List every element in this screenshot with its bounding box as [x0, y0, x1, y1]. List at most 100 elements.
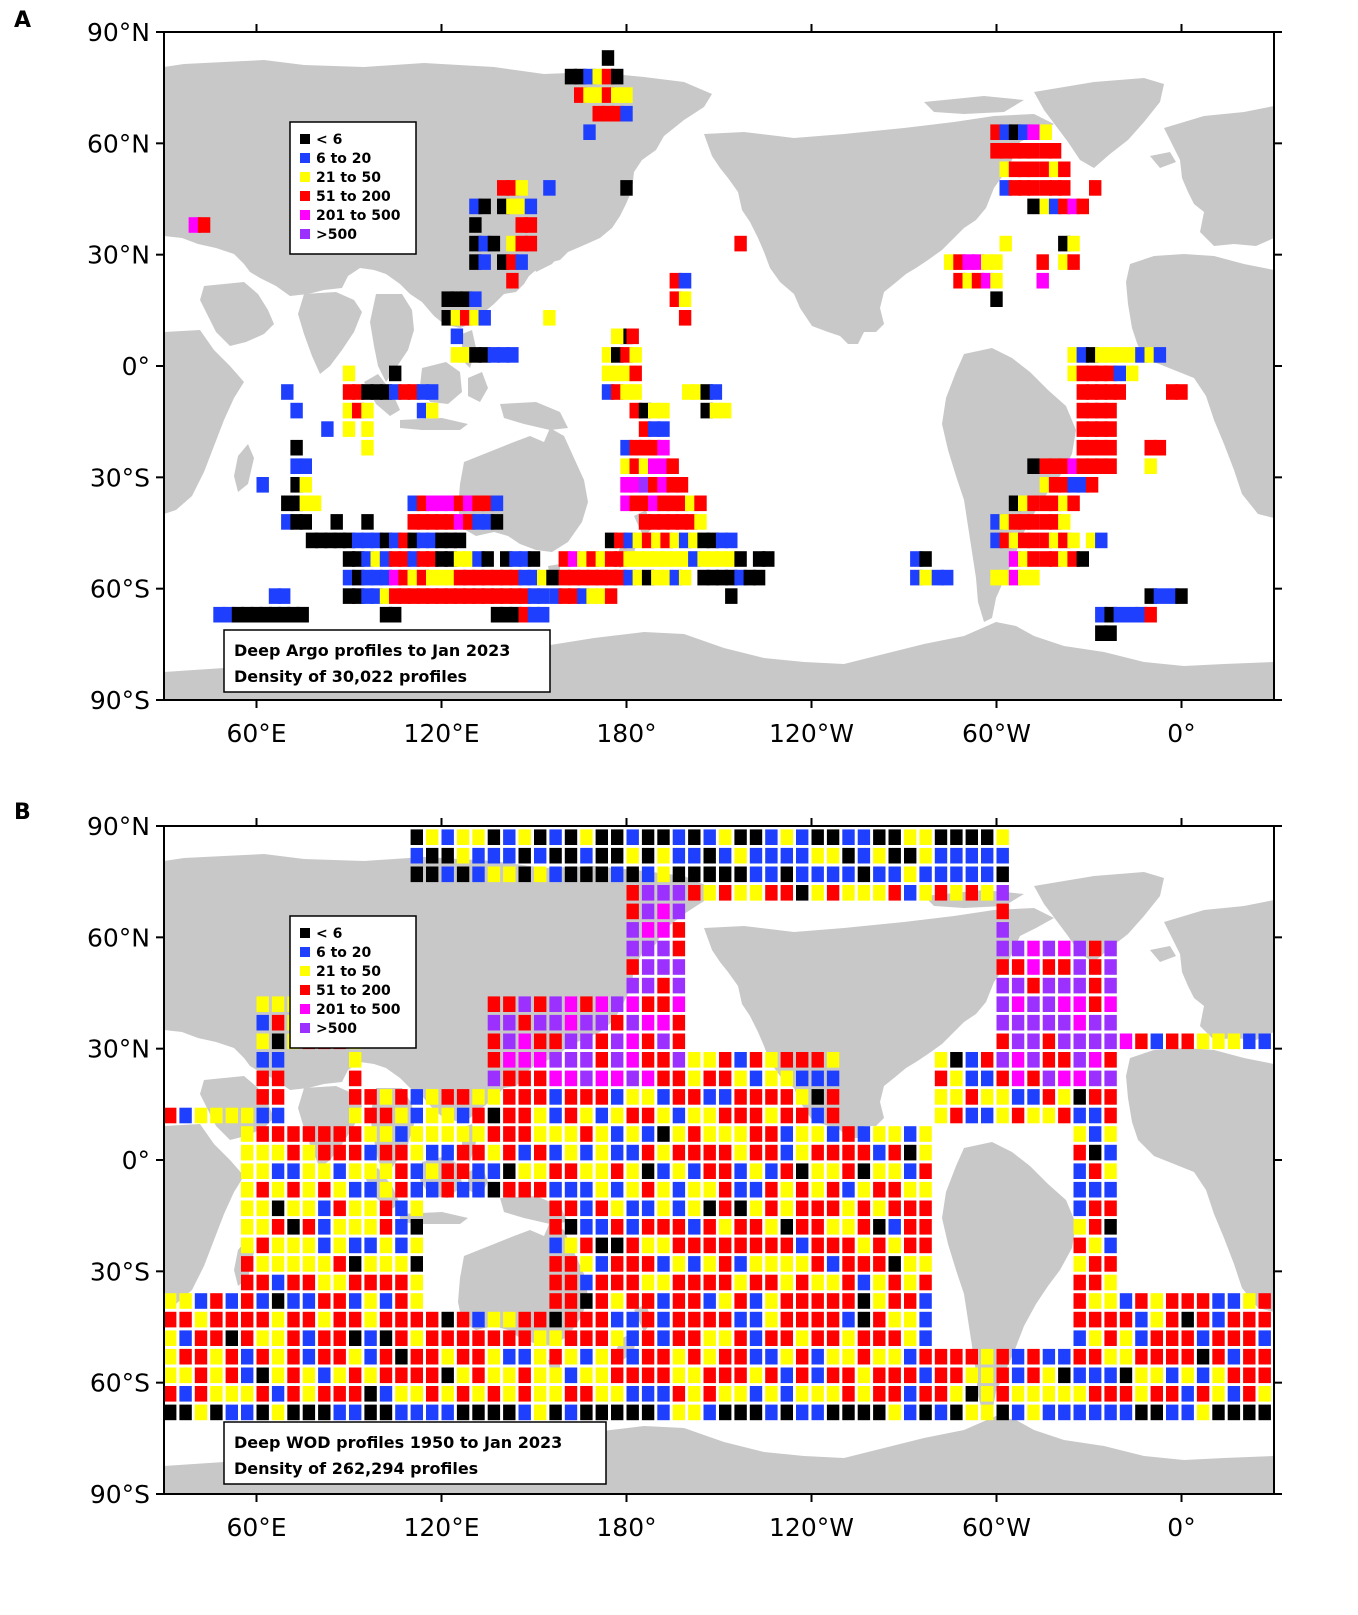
- panel-b-cell: [364, 1163, 377, 1179]
- panel-b-cell: [626, 1144, 639, 1161]
- panel-b-cell: [641, 847, 655, 864]
- panel-a-cell: [1036, 272, 1049, 289]
- panel-a-cell: [1039, 124, 1052, 140]
- panel-b-cell: [919, 1237, 932, 1254]
- panel-b-cell: [1027, 996, 1040, 1012]
- panel-b-cell: [1089, 1219, 1102, 1235]
- panel-b-cell: [1104, 1163, 1117, 1179]
- panel-b-cell: [287, 1348, 300, 1365]
- panel-b-cell: [503, 1181, 516, 1198]
- panel-b-cell: [626, 1163, 639, 1179]
- panel-b-cell: [919, 1311, 932, 1328]
- panel-b-cell: [1135, 1386, 1148, 1402]
- panel-b-cell: [688, 1256, 701, 1272]
- panel-b-cell: [1089, 1404, 1102, 1421]
- panel-a-cell: [678, 291, 692, 307]
- panel-b-cell: [734, 1330, 747, 1346]
- panel-b-cell: [888, 1311, 901, 1328]
- panel-b-cell: [1073, 977, 1086, 994]
- panel-b-cell: [241, 1293, 254, 1309]
- panel-b-cell: [919, 1144, 932, 1161]
- panel-b-cell: [549, 1293, 562, 1309]
- panel-b-cell: [287, 1404, 300, 1421]
- panel-b-cell: [302, 1274, 316, 1291]
- panel-b-cell: [996, 1367, 1009, 1384]
- panel-b-cell: [302, 1126, 316, 1142]
- panel-b-cell: [580, 1033, 593, 1050]
- panel-b-cell: [318, 1404, 331, 1421]
- panel-b-cell: [549, 1404, 562, 1421]
- panel-b-cell: [734, 1144, 747, 1161]
- panel-b-cell: [179, 1330, 192, 1346]
- panel-a-cell: [919, 569, 932, 586]
- panel-b-cell: [534, 1144, 547, 1161]
- panel-b-cell: [796, 829, 809, 845]
- panel-b-cell: [318, 1144, 331, 1161]
- panel-b-cell: [564, 847, 578, 864]
- panel-b-cell: [410, 1404, 423, 1421]
- panel-b-cell: [626, 1256, 639, 1272]
- panel-b-cell: [796, 1107, 809, 1124]
- panel-b-cell: [611, 996, 624, 1012]
- panel-b-cell: [349, 1293, 362, 1309]
- panel-b-cell: [580, 1311, 593, 1328]
- panel-a-cell: [299, 477, 312, 493]
- panel-b-cell: [657, 1274, 670, 1291]
- panel-b-cell: [564, 1367, 578, 1384]
- panel-b-cell: [749, 1367, 763, 1384]
- panel-b-cell: [487, 1089, 501, 1105]
- panel-b-x-tick-label: 0°: [1167, 1513, 1195, 1542]
- panel-b-cell: [595, 1033, 608, 1050]
- panel-b-cell: [1073, 1052, 1086, 1068]
- panel-b-cell: [1104, 1107, 1117, 1124]
- panel-b-cell: [333, 1126, 346, 1142]
- panel-b-cell: [950, 1052, 963, 1068]
- panel-b-cell: [796, 866, 809, 883]
- panel-b-cell: [996, 1033, 1009, 1050]
- panel-b-cell: [549, 1386, 562, 1402]
- panel-a-cell: [725, 532, 738, 549]
- panel-b-cell: [580, 1070, 593, 1087]
- panel-b-cell: [826, 1052, 840, 1068]
- panel-b-cell: [688, 829, 701, 845]
- panel-b-cell: [564, 1181, 578, 1198]
- panel-b-cell: [888, 1237, 901, 1254]
- panel-b-cell: [641, 1200, 655, 1217]
- panel-b-cell: [1135, 1348, 1148, 1365]
- panel-a-cell: [719, 402, 732, 419]
- panel-b-cell: [873, 847, 886, 864]
- panel-b-cell: [302, 1181, 316, 1198]
- panel-a-legend-swatch-gt500: [300, 229, 310, 239]
- panel-b-cell: [873, 1348, 886, 1365]
- panel-b-letter: B: [14, 800, 31, 825]
- panel-b-cell: [1258, 1293, 1271, 1309]
- panel-b-cell: [503, 1052, 516, 1068]
- panel-b-cell: [256, 1052, 269, 1068]
- panel-b-cell: [534, 996, 547, 1012]
- panel-b-cell: [1135, 1330, 1148, 1346]
- panel-b-cell: [857, 1163, 871, 1179]
- panel-b-cell: [796, 1089, 809, 1105]
- panel-a-note-box: [223, 629, 551, 693]
- panel-a-cell: [1076, 198, 1089, 215]
- panel-b-note-line2: Density of 262,294 profiles: [234, 1459, 478, 1478]
- panel-b-cell: [688, 1070, 701, 1087]
- panel-a-legend-label-6to20: 6 to 20: [316, 151, 372, 167]
- panel-b-cell: [734, 1181, 747, 1198]
- panel-b-cell: [688, 1163, 701, 1179]
- panel-b-cell: [503, 829, 516, 845]
- panel-b-cell: [842, 1163, 855, 1179]
- panel-b-cell: [287, 1386, 300, 1402]
- panel-b-legend-swatch-lt6: [300, 928, 310, 938]
- panel-b-cell: [256, 1404, 269, 1421]
- panel-b-cell: [410, 1330, 423, 1346]
- panel-b-cell: [1119, 1330, 1133, 1346]
- panel-b-cell: [1104, 1367, 1117, 1384]
- panel-a-cell: [709, 384, 723, 400]
- panel-b-cell: [842, 1386, 855, 1402]
- panel-b-cell: [826, 1330, 840, 1346]
- panel-b-cell: [441, 1163, 454, 1179]
- panel-b-cell: [379, 1367, 393, 1384]
- panel-b-cell: [580, 1404, 593, 1421]
- panel-a-cell: [290, 402, 303, 419]
